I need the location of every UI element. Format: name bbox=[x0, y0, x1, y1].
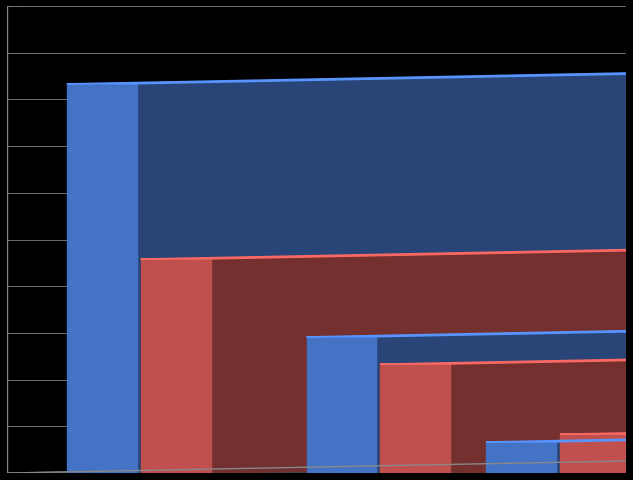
Bar bbox=[141, 259, 211, 473]
Bar bbox=[67, 84, 137, 473]
Bar bbox=[380, 364, 450, 473]
Bar bbox=[486, 442, 556, 473]
Polygon shape bbox=[380, 349, 633, 364]
Polygon shape bbox=[141, 244, 633, 259]
Polygon shape bbox=[556, 426, 633, 473]
Polygon shape bbox=[560, 419, 633, 434]
Polygon shape bbox=[450, 349, 633, 473]
Polygon shape bbox=[137, 69, 633, 473]
Polygon shape bbox=[7, 457, 633, 473]
Bar bbox=[306, 337, 377, 473]
Polygon shape bbox=[377, 322, 633, 473]
Polygon shape bbox=[67, 69, 633, 84]
Polygon shape bbox=[630, 419, 633, 473]
Bar bbox=[560, 434, 630, 473]
Polygon shape bbox=[486, 426, 633, 442]
Polygon shape bbox=[211, 244, 633, 473]
Polygon shape bbox=[306, 322, 633, 337]
